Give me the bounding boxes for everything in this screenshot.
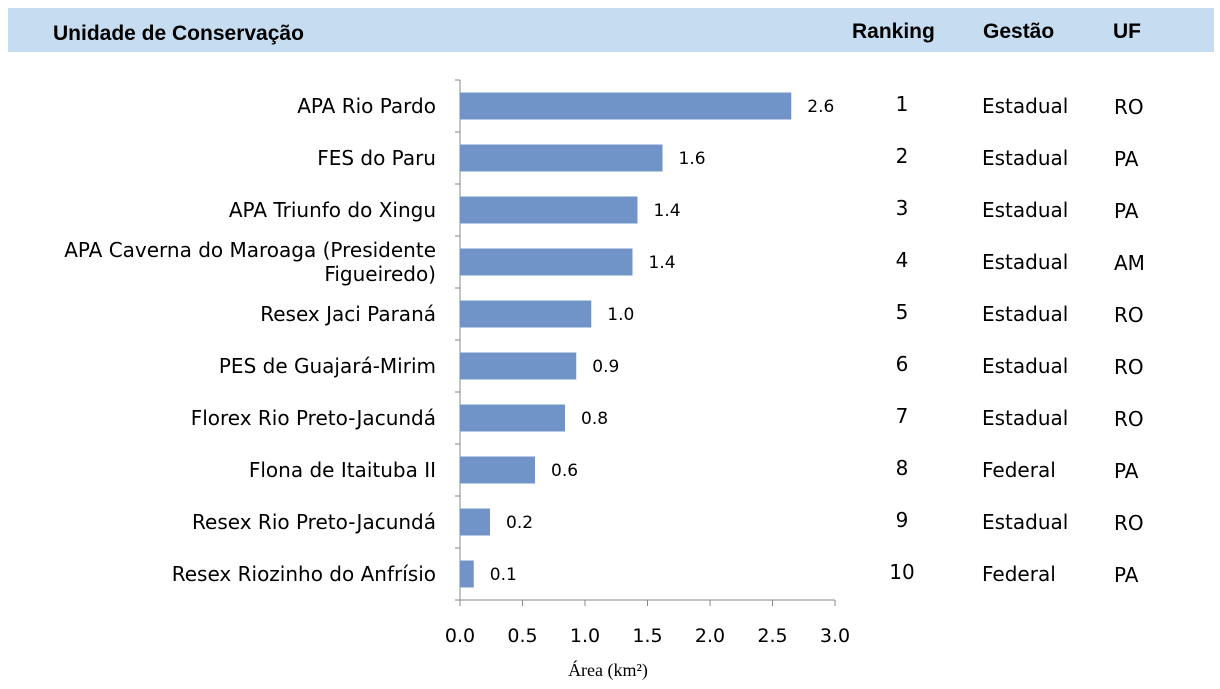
x-tick-label: 3.0 — [820, 625, 850, 647]
ranking-cell: 4 — [895, 248, 909, 272]
ranking-cell: 10 — [889, 560, 915, 584]
x-axis-title: Área (km²) — [568, 659, 648, 681]
category-label-line: APA Triunfo do Xingu — [229, 198, 436, 222]
category-label-line: Resex Jaci Paraná — [260, 302, 436, 326]
ranking-cell: 2 — [895, 144, 909, 168]
category-label: Flona de Itaituba II — [249, 458, 436, 482]
header-ranking-label: Ranking — [852, 20, 935, 43]
uf-cell: PA — [1114, 147, 1139, 171]
value-label: 0.1 — [490, 565, 517, 585]
bar — [460, 508, 490, 536]
ranking-cell: 6 — [895, 352, 909, 376]
bar — [460, 352, 577, 380]
value-label: 0.6 — [551, 461, 578, 481]
uf-cell: RO — [1114, 407, 1144, 431]
bar — [460, 248, 633, 276]
x-tick-label: 2.5 — [757, 625, 787, 647]
category-label-line: Resex Rio Preto-Jacundá — [192, 510, 436, 534]
category-label-line: APA Caverna do Maroaga (Presidente — [64, 238, 436, 262]
uf-cell: RO — [1114, 303, 1144, 327]
category-label-line: FES do Paru — [317, 146, 436, 170]
x-tick-label: 1.5 — [632, 625, 662, 647]
gestao-cell: Estadual — [982, 198, 1069, 222]
value-label: 1.6 — [679, 149, 706, 169]
x-tick-label: 0.0 — [445, 625, 475, 647]
gestao-cell: Estadual — [982, 510, 1069, 534]
bar — [460, 144, 663, 172]
category-label-line: Flona de Itaituba II — [249, 458, 436, 482]
ranking-cell: 7 — [895, 404, 909, 428]
gestao-cell: Estadual — [982, 146, 1069, 170]
category-label-line: Florex Rio Preto-Jacundá — [191, 406, 436, 430]
value-label: 1.4 — [649, 253, 676, 273]
value-label: 0.9 — [592, 357, 619, 377]
value-label: 0.2 — [506, 513, 533, 533]
bar — [460, 560, 474, 588]
gestao-cell: Estadual — [982, 354, 1069, 378]
category-label-line: Figueiredo) — [324, 262, 436, 286]
value-label: 2.6 — [807, 97, 834, 117]
bar — [460, 300, 592, 328]
header-gestao-label: Gestão — [983, 20, 1055, 43]
value-label: 1.4 — [654, 201, 681, 221]
bar — [460, 196, 638, 224]
uf-cell: RO — [1114, 511, 1144, 535]
category-label: PES de Guajará-Mirim — [219, 354, 436, 378]
header-uf-label: UF — [1113, 20, 1141, 43]
uf-cell: AM — [1114, 251, 1145, 275]
category-label-line: PES de Guajará-Mirim — [219, 354, 436, 378]
uf-cell: PA — [1114, 563, 1139, 587]
header-band — [8, 8, 1214, 52]
category-label: FES do Paru — [317, 146, 436, 170]
x-tick-label: 0.5 — [507, 625, 537, 647]
uf-cell: RO — [1114, 95, 1144, 119]
gestao-cell: Estadual — [982, 250, 1069, 274]
gestao-cell: Federal — [982, 458, 1056, 482]
category-label-line: Resex Riozinho do Anfrísio — [172, 562, 436, 586]
category-label: Florex Rio Preto-Jacundá — [191, 406, 436, 430]
category-label-line: APA Rio Pardo — [297, 94, 436, 118]
uf-cell: PA — [1114, 199, 1139, 223]
gestao-cell: Federal — [982, 562, 1056, 586]
gestao-cell: Estadual — [982, 302, 1069, 326]
value-label: 0.8 — [581, 409, 608, 429]
category-label: Resex Riozinho do Anfrísio — [172, 562, 436, 586]
uf-cell: PA — [1114, 459, 1139, 483]
gestao-cell: Estadual — [982, 406, 1069, 430]
x-tick-label: 1.0 — [570, 625, 600, 647]
category-label: Resex Rio Preto-Jacundá — [192, 510, 436, 534]
category-label: APA Caverna do Maroaga (Presidente Figuei… — [64, 238, 436, 286]
x-tick-label: 2.0 — [695, 625, 725, 647]
header-unit-label: Unidade de Conservação — [53, 22, 304, 45]
ranking-cell: 3 — [895, 196, 909, 220]
value-label: 1.0 — [607, 305, 634, 325]
gestao-cell: Estadual — [982, 94, 1069, 118]
ranking-cell: 8 — [895, 456, 909, 480]
category-label: APA Triunfo do Xingu — [229, 198, 436, 222]
bar — [460, 456, 535, 484]
category-label: Resex Jaci Paraná — [260, 302, 436, 326]
bar — [460, 92, 792, 120]
uf-cell: RO — [1114, 355, 1144, 379]
ranking-cell: 1 — [895, 92, 909, 116]
ranking-cell: 5 — [895, 300, 909, 324]
ranking-cell: 9 — [895, 508, 909, 532]
category-label: APA Rio Pardo — [297, 94, 436, 118]
bar — [460, 404, 565, 432]
